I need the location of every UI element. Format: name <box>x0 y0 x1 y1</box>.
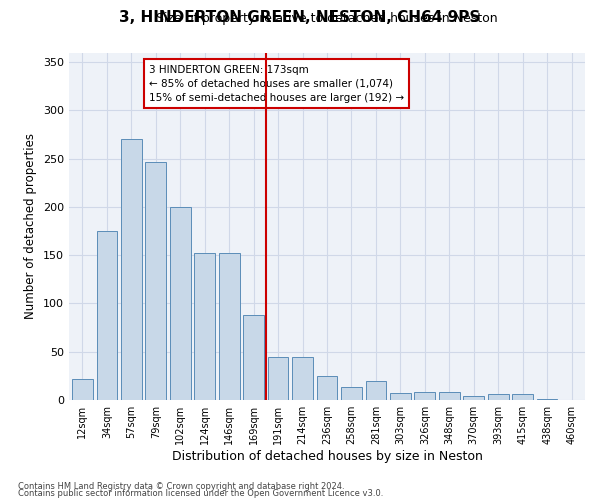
Text: Contains public sector information licensed under the Open Government Licence v3: Contains public sector information licen… <box>18 489 383 498</box>
Text: 3, HINDERTON GREEN, NESTON, CH64 9PS: 3, HINDERTON GREEN, NESTON, CH64 9PS <box>119 10 481 25</box>
Bar <box>415 392 435 400</box>
Bar <box>537 399 557 400</box>
Bar <box>317 376 337 400</box>
Title: Size of property relative to detached houses in Neston: Size of property relative to detached ho… <box>156 12 498 25</box>
Text: 3 HINDERTON GREEN: 173sqm
← 85% of detached houses are smaller (1,074)
15% of se: 3 HINDERTON GREEN: 173sqm ← 85% of detac… <box>149 64 404 102</box>
Bar <box>488 394 509 400</box>
Bar <box>72 379 93 400</box>
Bar <box>512 394 533 400</box>
Bar <box>341 388 362 400</box>
Bar <box>292 356 313 400</box>
Bar <box>390 393 411 400</box>
Bar <box>463 396 484 400</box>
Bar <box>243 315 264 400</box>
Y-axis label: Number of detached properties: Number of detached properties <box>25 133 37 320</box>
Bar <box>219 254 239 400</box>
Bar <box>145 162 166 400</box>
Bar <box>121 140 142 400</box>
Text: Contains HM Land Registry data © Crown copyright and database right 2024.: Contains HM Land Registry data © Crown c… <box>18 482 344 491</box>
Bar <box>97 231 117 400</box>
Bar <box>268 356 289 400</box>
Bar <box>194 254 215 400</box>
Bar <box>170 207 191 400</box>
Bar <box>365 380 386 400</box>
Bar <box>439 392 460 400</box>
X-axis label: Distribution of detached houses by size in Neston: Distribution of detached houses by size … <box>172 450 482 463</box>
